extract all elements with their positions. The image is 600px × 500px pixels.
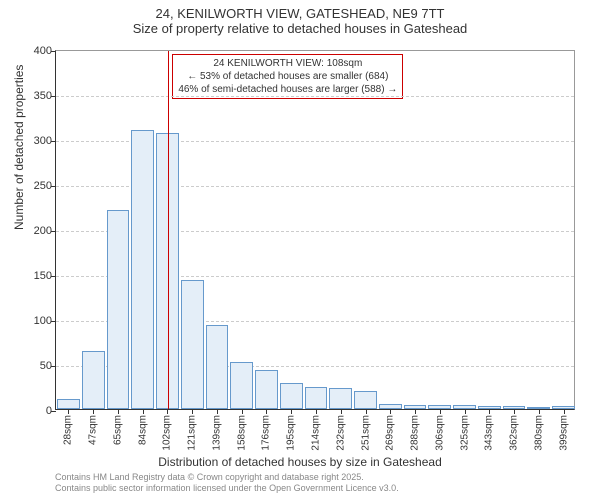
x-tick-label: 214sqm (311, 415, 322, 451)
chart-plot-area: 24 KENILWORTH VIEW: 108sqm ← 53% of deta… (55, 50, 575, 410)
histogram-bar (181, 280, 204, 409)
x-tick-label: 28sqm (63, 415, 74, 445)
histogram-bar (107, 210, 130, 409)
x-tick-label: 195sqm (286, 415, 297, 451)
annotation-line1: 24 KENILWORTH VIEW: 108sqm (178, 57, 397, 70)
y-tick-label: 350 (34, 90, 52, 102)
x-tick-mark (564, 409, 565, 414)
x-tick-label: 343sqm (484, 415, 495, 451)
x-tick-mark (118, 409, 119, 414)
histogram-bar (280, 383, 303, 409)
chart-title-line2: Size of property relative to detached ho… (0, 21, 600, 36)
x-tick-label: 362sqm (509, 415, 520, 451)
histogram-bar (82, 351, 105, 410)
histogram-bar (230, 362, 253, 409)
y-tick-label: 50 (40, 360, 52, 372)
x-tick-mark (465, 409, 466, 414)
x-tick-mark (192, 409, 193, 414)
x-tick-mark (539, 409, 540, 414)
histogram-bar (354, 391, 377, 409)
x-tick-label: 380sqm (533, 415, 544, 451)
x-tick-label: 251sqm (360, 415, 371, 451)
x-tick-mark (266, 409, 267, 414)
x-tick-mark (167, 409, 168, 414)
y-tick-label: 200 (34, 225, 52, 237)
x-tick-mark (217, 409, 218, 414)
histogram-bar (57, 399, 80, 409)
x-tick-label: 47sqm (88, 415, 99, 445)
x-tick-mark (68, 409, 69, 414)
footer-line1: Contains HM Land Registry data © Crown c… (55, 472, 399, 483)
histogram-bar (131, 130, 154, 409)
x-axis-label: Distribution of detached houses by size … (0, 455, 600, 469)
x-tick-label: 325sqm (459, 415, 470, 451)
x-tick-label: 288sqm (410, 415, 421, 451)
x-tick-label: 306sqm (434, 415, 445, 451)
x-tick-mark (316, 409, 317, 414)
x-tick-mark (514, 409, 515, 414)
y-tick-label: 0 (46, 405, 52, 417)
annotation-line2: ← 53% of detached houses are smaller (68… (178, 70, 397, 83)
x-tick-mark (390, 409, 391, 414)
x-tick-mark (242, 409, 243, 414)
x-tick-mark (415, 409, 416, 414)
x-tick-label: 399sqm (558, 415, 569, 451)
x-tick-mark (93, 409, 94, 414)
chart-title-line1: 24, KENILWORTH VIEW, GATESHEAD, NE9 7TT (0, 6, 600, 21)
gridline-h (56, 96, 574, 97)
y-tick-label: 150 (34, 270, 52, 282)
chart-title-block: 24, KENILWORTH VIEW, GATESHEAD, NE9 7TT … (0, 0, 600, 36)
x-tick-label: 232sqm (335, 415, 346, 451)
y-tick-label: 300 (34, 135, 52, 147)
x-tick-label: 65sqm (112, 415, 123, 445)
x-tick-label: 102sqm (162, 415, 173, 451)
x-tick-mark (489, 409, 490, 414)
y-tick-label: 100 (34, 315, 52, 327)
x-tick-label: 121sqm (187, 415, 198, 451)
x-tick-label: 158sqm (236, 415, 247, 451)
histogram-bar (206, 325, 229, 409)
x-tick-mark (143, 409, 144, 414)
footer-line2: Contains public sector information licen… (55, 483, 399, 494)
y-tick-label: 400 (34, 45, 52, 57)
chart-footer: Contains HM Land Registry data © Crown c… (55, 472, 399, 495)
x-tick-mark (440, 409, 441, 414)
x-tick-label: 269sqm (385, 415, 396, 451)
histogram-bar (255, 370, 278, 409)
histogram-bar (305, 387, 328, 410)
x-tick-label: 139sqm (211, 415, 222, 451)
marker-annotation-box: 24 KENILWORTH VIEW: 108sqm ← 53% of deta… (172, 54, 403, 99)
x-tick-mark (366, 409, 367, 414)
y-tick-label: 250 (34, 180, 52, 192)
y-axis-label: Number of detached properties (12, 65, 26, 230)
x-tick-label: 176sqm (261, 415, 272, 451)
annotation-line3: 46% of semi-detached houses are larger (… (178, 83, 397, 96)
marker-vertical-line (168, 51, 169, 409)
x-tick-mark (291, 409, 292, 414)
x-tick-label: 84sqm (137, 415, 148, 445)
x-tick-mark (341, 409, 342, 414)
histogram-bar (329, 388, 352, 409)
